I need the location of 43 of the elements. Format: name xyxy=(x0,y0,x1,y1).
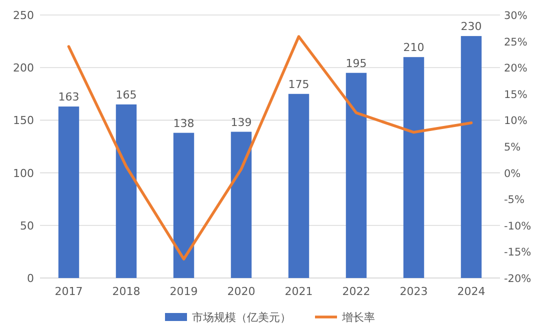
y2-tick-label: 25% xyxy=(504,36,528,48)
y-tick-label: 50 xyxy=(20,219,34,232)
y-tick-label: 100 xyxy=(13,166,34,180)
y2-tick-label: 5% xyxy=(504,142,521,154)
y2-tick-label: 10% xyxy=(504,115,528,128)
data-label: 138 xyxy=(173,116,194,130)
y-tick-label: 250 xyxy=(13,9,34,22)
x-tick-label: 2023 xyxy=(400,285,428,298)
data-label: 165 xyxy=(116,88,137,102)
x-tick-label: 2019 xyxy=(170,285,198,298)
y2-tick-label: -5% xyxy=(504,194,524,206)
bar xyxy=(346,72,367,278)
x-tick-label: 2020 xyxy=(227,285,256,298)
y2-tick-label: -20% xyxy=(504,273,532,285)
bar xyxy=(288,94,310,278)
legend-label: 市场规模（亿美元） xyxy=(192,311,291,324)
x-tick-label: 2022 xyxy=(342,285,370,298)
y2-tick-label: 15% xyxy=(504,88,528,101)
bar xyxy=(460,36,482,278)
data-label: 139 xyxy=(230,116,252,129)
bar xyxy=(58,106,80,278)
data-label: 163 xyxy=(58,90,80,104)
x-tick-label: 2024 xyxy=(457,285,486,298)
y-tick-label: 150 xyxy=(13,114,34,128)
data-label: 210 xyxy=(403,41,424,54)
x-tick-label: 2018 xyxy=(112,285,140,298)
bar xyxy=(230,132,252,278)
y2-tick-label: 20% xyxy=(504,62,528,75)
y2-tick-label: -15% xyxy=(504,246,532,259)
data-label: 195 xyxy=(346,56,367,70)
data-label: 175 xyxy=(288,78,310,91)
y-tick-label: 200 xyxy=(13,62,34,75)
legend-label: 增长率 xyxy=(341,311,375,324)
y-tick-label: 0 xyxy=(27,272,34,285)
bar xyxy=(173,132,194,278)
y2-tick-label: -10% xyxy=(504,220,532,232)
y2-tick-label: 30% xyxy=(504,10,528,22)
x-tick-label: 2021 xyxy=(284,285,313,298)
y2-tick-label: 0% xyxy=(504,168,521,180)
bar xyxy=(116,104,137,278)
data-label: 230 xyxy=(460,20,482,34)
x-tick-label: 2017 xyxy=(54,285,83,298)
bar xyxy=(403,57,424,278)
